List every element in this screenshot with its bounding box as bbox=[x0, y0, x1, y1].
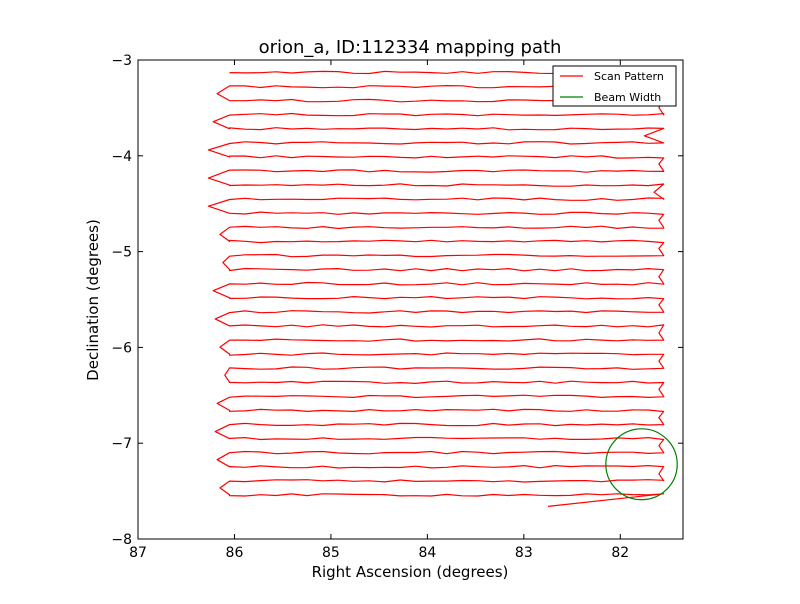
y-tick-label: −5 bbox=[111, 245, 132, 261]
x-axis-label: Right Ascension (degrees) bbox=[312, 563, 509, 581]
plot-background bbox=[138, 60, 683, 539]
plot-frame bbox=[137, 59, 684, 540]
y-tick-label: −7 bbox=[111, 436, 132, 452]
series-layer bbox=[207, 70, 678, 507]
legend-scan-pattern-label: Scan Pattern bbox=[594, 70, 664, 83]
tick-layer bbox=[137, 59, 683, 540]
x-tick-label: 83 bbox=[515, 545, 533, 561]
beam-width-circle bbox=[605, 428, 678, 501]
scan-pattern-line bbox=[207, 70, 665, 507]
chart-title: orion_a, ID:112334 mapping path bbox=[259, 37, 562, 58]
x-tick-label: 85 bbox=[322, 545, 340, 561]
y-tick-label: −6 bbox=[111, 340, 132, 356]
y-tick-label: −8 bbox=[111, 532, 132, 548]
legend: Scan Pattern Beam Width bbox=[552, 65, 677, 107]
x-tick-label: 87 bbox=[129, 545, 147, 561]
x-tick-label: 86 bbox=[226, 545, 244, 561]
x-tick-label: 82 bbox=[611, 545, 629, 561]
x-tick-label: 84 bbox=[418, 545, 436, 561]
y-tick-label: −3 bbox=[111, 53, 132, 69]
plot-area bbox=[137, 59, 684, 540]
legend-beam-width-label: Beam Width bbox=[594, 91, 661, 104]
y-axis-label: Declination (degrees) bbox=[84, 219, 102, 381]
y-tick-label: −4 bbox=[111, 149, 132, 165]
legend-box bbox=[552, 65, 677, 107]
